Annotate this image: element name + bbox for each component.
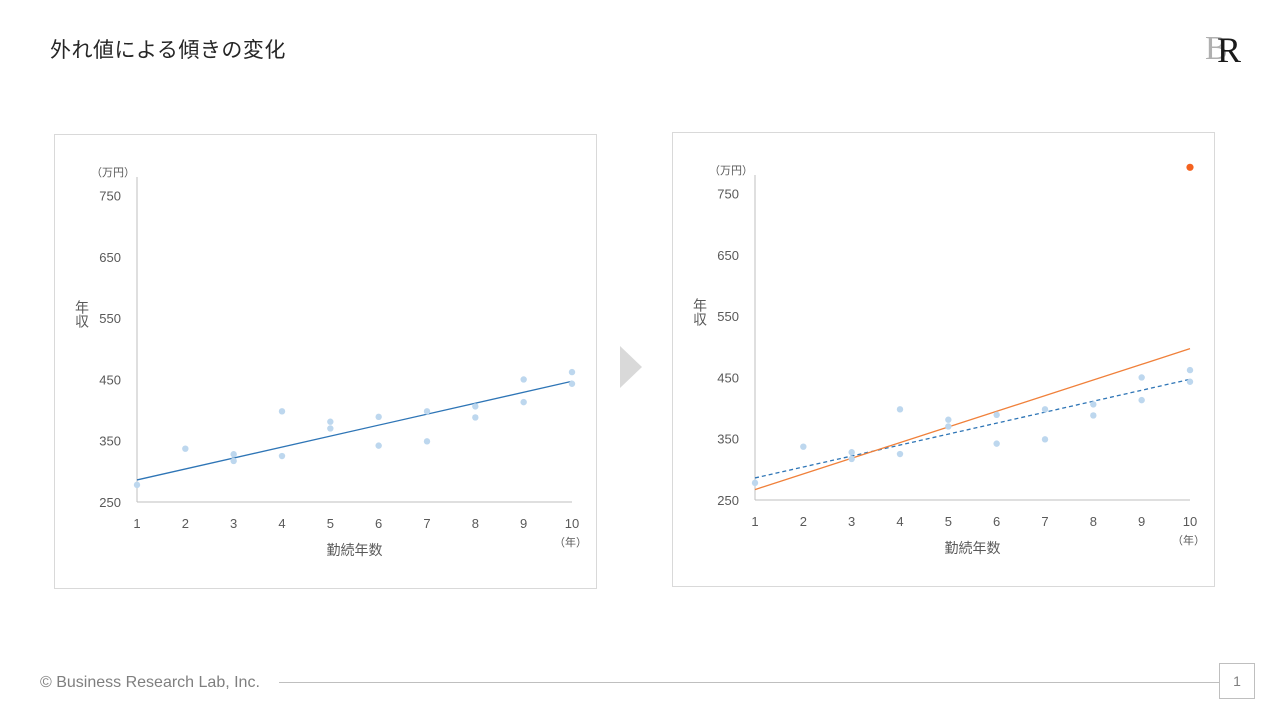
data-point: [423, 438, 431, 445]
data-point: [945, 423, 952, 430]
scatter-chart-with-outlier: 250 350 450 550 650 750 1 2 3 4 5 6 7 8 9 10 （万円） （年） 勤続年数…: [691, 163, 1205, 557]
data-point: [751, 479, 759, 487]
data-point: [896, 450, 904, 458]
data-point: [848, 449, 855, 456]
trendline: [754, 378, 1191, 479]
x-unit-label: （年）: [1172, 533, 1205, 547]
x-tick-label: 5: [945, 514, 952, 529]
y-axis-title: 年収: [73, 300, 89, 328]
x-tick-label: 4: [896, 514, 903, 529]
y-tick-label: 750: [99, 189, 121, 204]
data-point: [1138, 374, 1145, 381]
data-point: [375, 442, 382, 449]
x-tick-label: 9: [520, 516, 527, 531]
x-tick-label: 7: [1041, 514, 1048, 529]
x-axis-title: 勤続年数: [327, 542, 383, 559]
data-point: [327, 418, 334, 425]
y-unit-label: （万円）: [709, 164, 753, 177]
y-tick-label: 550: [99, 311, 121, 326]
data-point: [993, 411, 1000, 419]
data-point: [423, 408, 431, 415]
data-point: [945, 416, 952, 423]
y-tick-label: 350: [99, 434, 121, 449]
x-tick-label: 5: [327, 516, 334, 531]
footer-divider: [279, 682, 1219, 683]
data-point: [230, 457, 237, 465]
data-point: [327, 425, 334, 432]
data-point: [472, 414, 479, 421]
y-tick-label: 450: [99, 372, 121, 387]
x-tick-label: 8: [472, 516, 479, 531]
data-point: [1186, 366, 1194, 374]
data-point: [520, 376, 527, 383]
x-tick-label: 9: [1138, 514, 1145, 529]
y-tick-label: 650: [99, 250, 121, 265]
trendline-with-outlier: [754, 348, 1191, 491]
y-unit-label: （万円）: [91, 166, 135, 179]
y-tick-label: 650: [717, 248, 739, 263]
data-point: [568, 380, 576, 387]
y-tick-label: 750: [717, 187, 739, 202]
logo-letter: R: [1217, 30, 1241, 68]
data-point: [230, 451, 237, 458]
x-tick-label: 4: [278, 516, 285, 531]
y-axis-title: 年収: [691, 298, 707, 326]
data-point: [278, 408, 286, 415]
data-point: [133, 481, 141, 489]
page-title: 外れ値による傾きの変化: [50, 38, 286, 62]
data-point: [568, 368, 576, 376]
x-tick-label: 1: [133, 516, 140, 531]
x-tick-label: 10: [1183, 514, 1197, 529]
x-axis-title: 勤続年数: [945, 540, 1001, 557]
chart-panel-right: 250 350 450 550 650 750 1 2 3 4 5 6 7 8 9 10 （万円） （年） 勤続年数…: [672, 132, 1215, 587]
y-tick-label: 250: [99, 495, 121, 510]
x-tick-label: 3: [230, 516, 237, 531]
scatter-chart-baseline: 250 350 450 550 650 750 1 2 3 4 5 6 7 8 9 10 （万円） （年） 勤続年数…: [73, 166, 587, 559]
data-point: [800, 443, 807, 450]
data-point: [278, 452, 286, 460]
x-unit-label: （年）: [554, 535, 587, 549]
chart-panel-left: 250 350 450 550 650 750 1 2 3 4 5 6 7 8 9 10 （万円） （年） 勤続年数…: [54, 134, 597, 589]
data-point: [896, 406, 904, 413]
x-tick-label: 6: [993, 514, 1000, 529]
svg-text:B: B: [1205, 30, 1228, 67]
copyright-text: © Business Research Lab, Inc.: [40, 674, 260, 691]
data-point: [472, 403, 479, 410]
x-tick-label: 10: [565, 516, 579, 531]
y-tick-label: 550: [717, 309, 739, 324]
page-number: 1: [1219, 663, 1255, 699]
x-tick-label: 6: [375, 516, 382, 531]
data-point: [993, 440, 1000, 447]
x-tick-label: 3: [848, 514, 855, 529]
data-point: [1090, 412, 1097, 419]
data-point: [1186, 378, 1194, 385]
data-point: [375, 413, 382, 421]
x-tick-label: 8: [1090, 514, 1097, 529]
data-point: [182, 445, 189, 452]
chevron-right-icon: [620, 346, 642, 388]
data-point: [1041, 436, 1049, 443]
x-tick-label: 1: [751, 514, 758, 529]
y-tick-label: 450: [717, 370, 739, 385]
x-tick-label: 7: [423, 516, 430, 531]
x-tick-label: 2: [800, 514, 807, 529]
data-point: [1138, 396, 1145, 404]
data-point: [520, 398, 527, 406]
outlier-point: [1186, 163, 1194, 171]
data-point: [1041, 406, 1049, 413]
data-point: [848, 455, 855, 463]
y-tick-label: 250: [717, 493, 739, 508]
brl-logo: B R: [1205, 30, 1241, 68]
data-point: [1090, 401, 1097, 408]
x-tick-label: 2: [182, 516, 189, 531]
trendline: [136, 380, 573, 481]
y-tick-label: 350: [717, 432, 739, 447]
